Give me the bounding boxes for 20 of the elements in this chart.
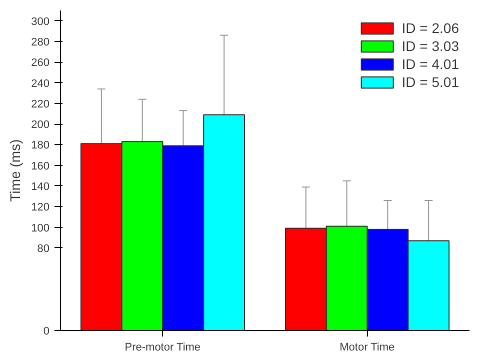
y-tick-label: 280 — [31, 36, 50, 48]
legend-label: ID = 3.03 — [402, 38, 459, 54]
y-tick-label: 160 — [31, 160, 50, 172]
y-tick-label: 200 — [31, 119, 50, 132]
y-tick-label: 260 — [31, 57, 50, 70]
y-tick-label: 240 — [31, 78, 50, 90]
y-tick-label: 180 — [31, 140, 50, 152]
legend-label: ID = 4.01 — [402, 56, 459, 72]
y-tick-label: 300 — [31, 16, 50, 28]
y-tick-label: 0 — [43, 326, 50, 338]
legend-label: ID = 5.01 — [402, 74, 459, 90]
legend-label: ID = 2.06 — [402, 20, 459, 36]
x-tick-label: Pre-motor Time — [124, 342, 201, 354]
y-tick-label: 100 — [31, 222, 50, 234]
y-tick-label: 80 — [37, 242, 50, 255]
y-axis-title: Time (ms) — [7, 139, 24, 202]
y-tick-label: 140 — [31, 180, 50, 193]
y-tick-label: 220 — [31, 98, 50, 110]
x-tick-label: Motor Time — [340, 342, 395, 354]
y-tick-label: 120 — [31, 202, 50, 214]
